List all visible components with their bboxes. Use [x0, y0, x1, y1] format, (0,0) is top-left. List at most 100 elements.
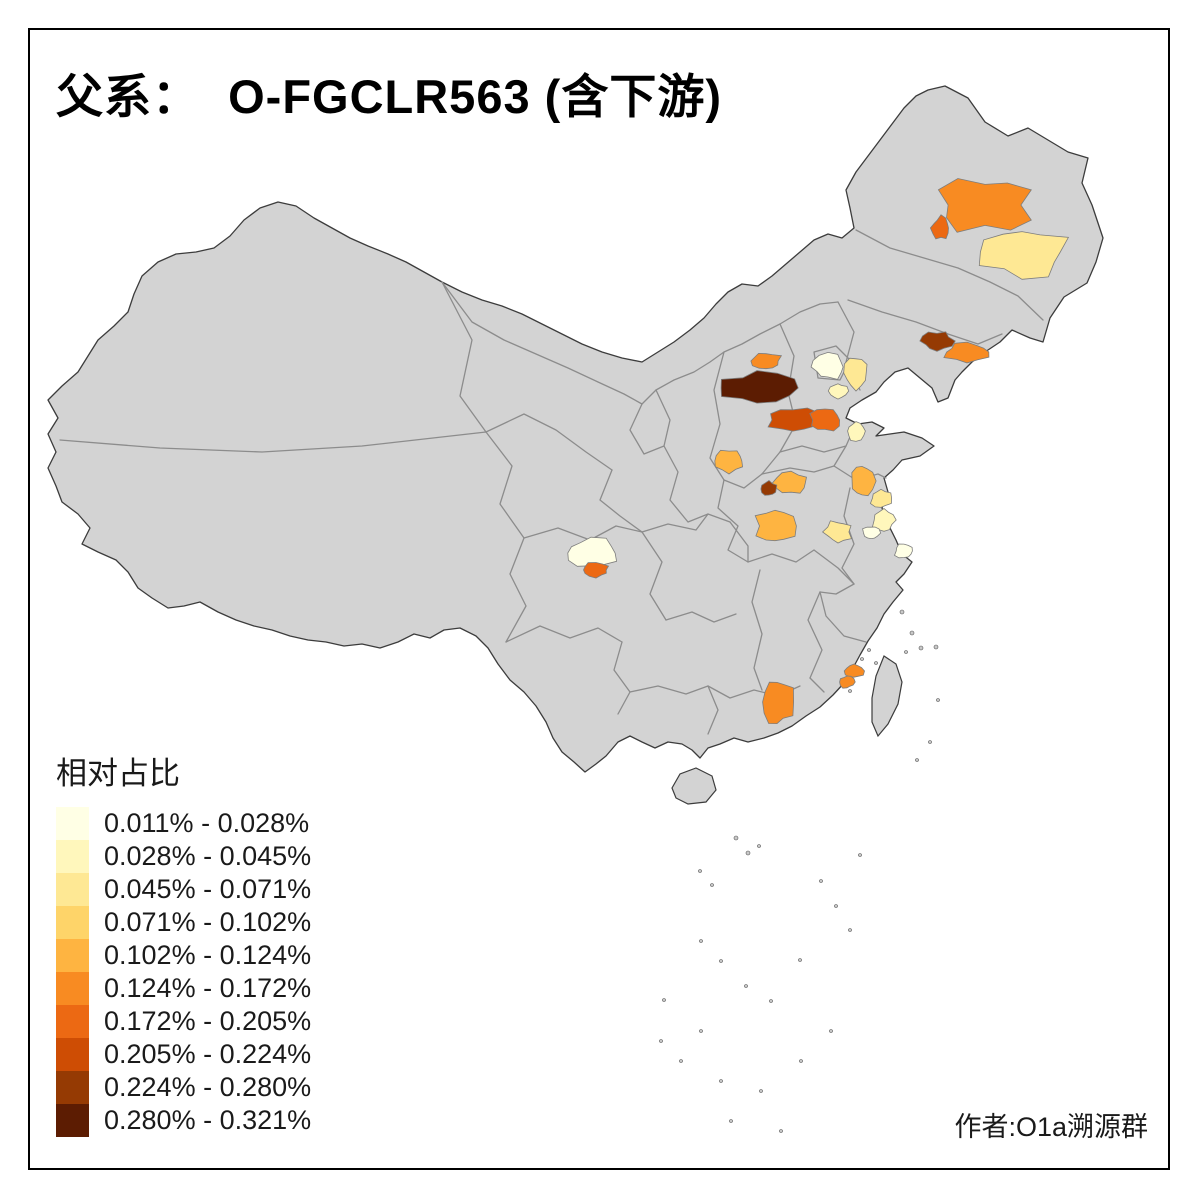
islet-dot — [759, 1089, 763, 1093]
map-colored-region — [851, 465, 877, 497]
legend-item: 0.280% - 0.321% — [56, 1104, 311, 1137]
islet-dot — [710, 883, 714, 887]
legend-swatch — [56, 1104, 89, 1137]
islet-dot — [909, 630, 915, 636]
islet-dot — [729, 1119, 733, 1123]
islet-dot — [915, 758, 919, 762]
islet-dot — [757, 844, 761, 848]
china-mainland — [47, 85, 1104, 773]
islet-dot — [928, 740, 932, 744]
hainan-island — [671, 767, 717, 805]
map-colored-region — [760, 479, 778, 496]
map-colored-region — [809, 408, 841, 432]
islet-dot — [798, 958, 802, 962]
islet-dot — [719, 959, 723, 963]
legend-title: 相对占比 — [56, 756, 180, 791]
islet-dot — [899, 609, 905, 615]
islet-dot — [744, 984, 748, 988]
legend-swatch — [56, 906, 89, 939]
legend-item: 0.102% - 0.124% — [56, 939, 311, 972]
legend: 相对占比 0.011% - 0.028% 0.028% - 0.045% 0.045… — [56, 748, 311, 1137]
legend-label: 0.280% - 0.321% — [104, 1105, 312, 1135]
islet-dot — [799, 1059, 803, 1063]
map-colored-region — [843, 357, 868, 392]
map-colored-region — [894, 543, 913, 559]
islet-dot — [719, 1079, 723, 1083]
legend-item: 0.172% - 0.205% — [56, 1005, 311, 1038]
legend-swatch — [56, 1005, 89, 1038]
legend-label: 0.124% - 0.172% — [104, 973, 312, 1003]
islet-dot — [679, 1059, 683, 1063]
legend-item: 0.011% - 0.028% — [56, 807, 311, 840]
islet-dot — [933, 644, 939, 650]
map-colored-region — [754, 509, 797, 542]
map-colored-region — [847, 421, 866, 442]
map-colored-region — [750, 352, 783, 370]
legend-swatch — [56, 1071, 89, 1104]
islet-dot — [936, 698, 940, 702]
legend-swatch — [56, 840, 89, 873]
islet-dot — [904, 650, 908, 654]
islet-dot — [918, 645, 924, 651]
map-colored-region — [839, 675, 856, 689]
legend-item: 0.028% - 0.045% — [56, 840, 311, 873]
map-colored-region — [714, 449, 744, 475]
islands — [659, 609, 940, 1133]
legend-item: 0.071% - 0.102% — [56, 906, 311, 939]
map-colored-region — [943, 341, 990, 364]
islet-dot — [699, 1029, 703, 1033]
map-colored-region — [843, 663, 865, 678]
legend-label: 0.172% - 0.205% — [104, 1006, 312, 1036]
legend-item: 0.224% - 0.280% — [56, 1071, 311, 1104]
islet-dot — [745, 850, 751, 856]
attribution-text: 作者:O1a溯源群 — [954, 1112, 1148, 1142]
taiwan-island — [871, 655, 903, 738]
legend-label: 0.071% - 0.102% — [104, 907, 312, 937]
province-borders — [59, 229, 1044, 735]
legend-swatch — [56, 807, 89, 840]
islet-dot — [848, 928, 852, 932]
islet-dot — [699, 939, 703, 943]
legend-rows: 0.011% - 0.028% 0.028% - 0.045% 0.045% - 0… — [56, 807, 311, 1137]
islet-dot — [860, 657, 864, 661]
map-colored-region — [929, 214, 949, 240]
legend-item: 0.205% - 0.224% — [56, 1038, 311, 1071]
legend-label: 0.028% - 0.045% — [104, 841, 312, 871]
islet-dot — [829, 1029, 833, 1033]
legend-swatch — [56, 1038, 89, 1071]
legend-label: 0.224% - 0.280% — [104, 1072, 312, 1102]
map-colored-region — [872, 507, 897, 532]
islet-dot — [867, 648, 871, 652]
map-colored-region — [810, 351, 844, 380]
map-colored-region — [937, 178, 1032, 233]
map-colored-region — [583, 562, 610, 579]
map-colored-region — [869, 488, 893, 508]
islet-dot — [659, 1039, 663, 1043]
map-colored-region — [978, 231, 1070, 280]
islet-dot — [848, 689, 852, 693]
map-colored-region — [919, 331, 956, 352]
legend-label: 0.102% - 0.124% — [104, 940, 312, 970]
islet-dot — [834, 904, 838, 908]
map-colored-region — [767, 407, 820, 432]
islet-dot — [733, 835, 739, 841]
islet-dot — [779, 1129, 783, 1133]
islet-dot — [698, 869, 702, 873]
map-title: 父系： O-FGCLR563 (含下游) — [56, 70, 722, 123]
map-colored-region — [720, 370, 799, 404]
legend-swatch — [56, 972, 89, 1005]
small-islets — [659, 609, 940, 1133]
map-colored-region — [827, 383, 850, 400]
legend-item: 0.124% - 0.172% — [56, 972, 311, 1005]
map-colored-region — [862, 526, 882, 540]
islet-dot — [819, 879, 823, 883]
map-colored-region — [762, 681, 795, 725]
legend-swatch — [56, 873, 89, 906]
legend-label: 0.011% - 0.028% — [104, 808, 310, 838]
legend-item: 0.045% - 0.071% — [56, 873, 311, 906]
legend-label: 0.205% - 0.224% — [104, 1039, 312, 1069]
islet-dot — [874, 661, 878, 665]
legend-label: 0.045% - 0.071% — [104, 874, 312, 904]
